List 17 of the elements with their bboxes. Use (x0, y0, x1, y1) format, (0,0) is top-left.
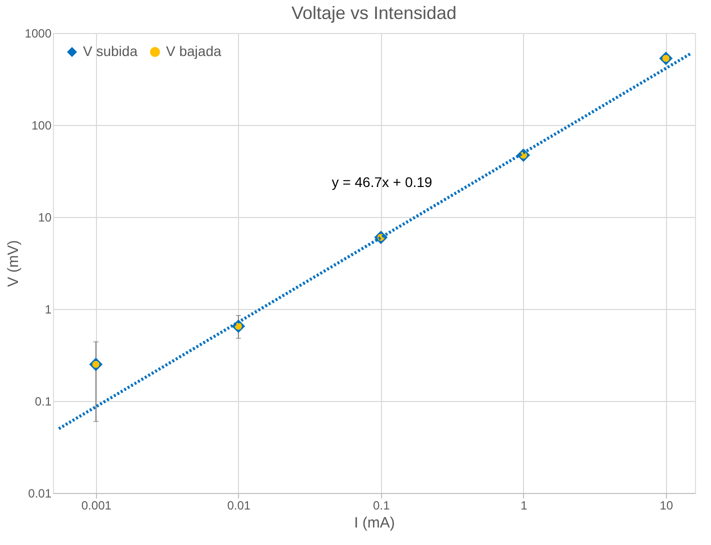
y-tick-label: 10 (38, 210, 52, 224)
legend-label: V subida (83, 43, 138, 59)
x-tick-label: 0.01 (227, 498, 251, 512)
y-tick-label: 1000 (24, 26, 52, 40)
x-axis-title: I (mA) (354, 514, 395, 532)
y-tick-label: 1 (44, 302, 52, 316)
annotation: y = 46.7x + 0.19 (332, 174, 432, 190)
x-tick-label: 1 (520, 498, 528, 512)
y-tick-label: 0.01 (28, 486, 52, 500)
chart-title: Voltaje vs Intensidad (291, 3, 457, 23)
x-tick-label: 10 (660, 498, 674, 512)
x-tick-label: 0.1 (373, 498, 390, 512)
legend-label: V bajada (166, 43, 222, 59)
y-tick-label: 100 (31, 118, 52, 132)
y-axis-title: V (mV) (4, 240, 22, 287)
y-tick-label: 0.1 (34, 394, 52, 408)
x-tick-label: 0.001 (81, 498, 112, 512)
